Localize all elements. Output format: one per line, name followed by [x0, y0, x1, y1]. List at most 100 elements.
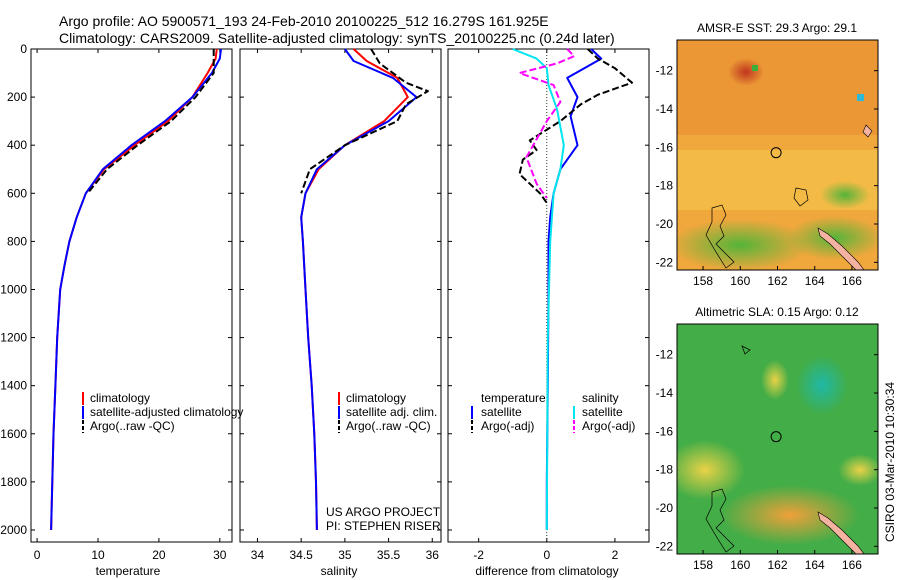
x-tick-label: 30 [213, 548, 227, 562]
x-tick-label: 20 [152, 548, 166, 562]
land-new-caledonia [817, 227, 865, 270]
map-x-tick-label: 158 [693, 558, 713, 572]
map-y-tick-label: -18 [656, 463, 674, 477]
map-x-tick-label: 164 [805, 274, 825, 288]
series-line-satellite-adj-clim- [300, 48, 418, 531]
y-tick-label: 2000 [0, 523, 27, 537]
map-x-tick-label: 160 [730, 558, 750, 572]
difference-panel: -2 0 2 difference from climatology [447, 48, 650, 578]
x-tick-label: 2 [612, 548, 619, 562]
map-y-tick-label: -18 [656, 179, 674, 193]
sla-map: Altimetric SLA: 0.15 Argo: 0.12 158 160 16… [656, 305, 879, 572]
map-x-tick-label: 166 [842, 558, 862, 572]
map-y-tick-label: -20 [656, 501, 674, 515]
sla-low-anomaly-east [838, 454, 878, 486]
x-tick-label: 34.5 [289, 548, 313, 562]
argo-position-marker [770, 147, 782, 159]
land-new-caledonia [817, 511, 865, 554]
sla-map-title: Altimetric SLA: 0.15 Argo: 0.12 [695, 305, 859, 319]
map-x-tick-label: 162 [767, 558, 787, 572]
y-tick-label: 0 [20, 42, 27, 56]
map-x-tick-label: 160 [730, 274, 750, 288]
map-y-tick-label: -12 [656, 348, 674, 362]
sst-warm-band [677, 40, 878, 135]
series-line-salinity-satellite [512, 48, 565, 531]
sst-warm-patch [728, 58, 764, 86]
map-y-tick-label: -22 [656, 539, 674, 553]
x-tick-label: 35 [338, 548, 352, 562]
map-x-tick-label: 164 [805, 558, 825, 572]
header-line-2: Climatology: CARS2009. Satellite-adjuste… [59, 30, 615, 46]
x-tick-label: 10 [91, 548, 105, 562]
legend-label-climatology: climatology [90, 391, 150, 405]
sla-low-anomaly-west [677, 440, 745, 500]
legend-label-climatology: climatology [346, 391, 406, 405]
salinity-axis-label: salinity [321, 564, 358, 578]
series-line-climatology [50, 48, 218, 531]
x-tick-label: -2 [473, 548, 484, 562]
land-islands-north [862, 124, 873, 138]
map-y-tick-label: -14 [656, 102, 674, 116]
legend-heading-temperature: temperature [481, 391, 546, 405]
x-tick-label: 36 [426, 548, 440, 562]
legend-label-argo: Argo(..raw -QC) [346, 419, 431, 433]
legend-label-satellite: satellite-adjusted climatology [90, 405, 243, 419]
sla-low-anomaly-center [761, 360, 789, 400]
series-line-satellite-adjusted-climatology [50, 48, 222, 531]
csiro-credit: CSIRO 03-Mar-2010 10:30:34 [883, 382, 897, 542]
salinity-axes-frame [239, 48, 442, 543]
sla-high-anomaly [796, 355, 848, 415]
y-tick-label: 400 [7, 138, 27, 152]
difference-axis-label: difference from climatology [475, 564, 618, 578]
map-y-tick-label: -16 [656, 424, 674, 438]
sst-green-patch-south [677, 219, 810, 270]
x-tick-label: 0 [543, 548, 550, 562]
y-tick-label: 1000 [0, 282, 27, 296]
sla-low-anomaly-south [720, 485, 860, 545]
sst-green-pixels [752, 65, 758, 71]
map-y-tick-label: -22 [656, 255, 674, 269]
map-x-tick-label: 162 [767, 274, 787, 288]
x-tick-label: 35.5 [377, 548, 401, 562]
temperature-panel: 0 10 20 30 0 200 400 600 800 1000 1200 1400 1600 1800… [0, 42, 233, 578]
y-tick-label: 600 [7, 186, 27, 200]
reef-contour-east [793, 187, 809, 207]
map-x-tick-label: 158 [693, 274, 713, 288]
sst-missing-pixels [857, 94, 864, 101]
header-line-1: Argo profile: AO 5900571_193 24-Feb-2010… [59, 13, 549, 29]
legend-label-sal-satellite: satellite [582, 405, 623, 419]
map-y-tick-label: -12 [656, 64, 674, 78]
project-name: US ARGO PROJECT [326, 505, 441, 519]
x-tick-label: 34 [251, 548, 265, 562]
reef-contour-south [705, 204, 735, 269]
sst-map: AMSR-E SST: 29.3 Argo: 29.1 158 160 162 164… [656, 21, 879, 288]
y-tick-label: 800 [7, 234, 27, 248]
y-tick-label: 1400 [0, 379, 27, 393]
project-pi: PI: STEPHEN RISER [326, 519, 441, 533]
map-y-tick-label: -14 [656, 386, 674, 400]
salinity-legend: climatology satellite adj. clim. Argo(..… [338, 391, 437, 433]
series-line-salinity-argo-adj- [518, 48, 576, 199]
temperature-legend: climatology satellite-adjusted climatolo… [82, 391, 243, 433]
temperature-axis-label: temperature [96, 564, 161, 578]
series-line-temperature-satellite [545, 48, 603, 530]
temperature-axes-frame [30, 48, 233, 543]
legend-heading-salinity: salinity [582, 391, 619, 405]
y-tick-label: 200 [7, 90, 27, 104]
legend-label-temp-satellite: satellite [481, 405, 522, 419]
legend-label-temp-argo: Argo(-adj) [481, 419, 534, 433]
sst-green-patch-southeast [787, 216, 878, 260]
argo-position-marker [770, 431, 782, 443]
map-x-tick-label: 166 [842, 274, 862, 288]
series-line-argo-raw-qc- [86, 49, 215, 194]
x-tick-label: 0 [34, 548, 41, 562]
salinity-panel: 34 34.5 35 35.5 36 salinity [239, 48, 442, 578]
map-y-tick-label: -16 [656, 140, 674, 154]
reef-contour-north [741, 345, 751, 355]
sst-map-title: AMSR-E SST: 29.3 Argo: 29.1 [697, 21, 857, 35]
series-line-temperature-argo-adj- [518, 48, 633, 204]
y-tick-label: 1200 [0, 331, 27, 345]
reef-contour-south [705, 488, 735, 553]
legend-label-sal-argo: Argo(-adj) [582, 419, 635, 433]
